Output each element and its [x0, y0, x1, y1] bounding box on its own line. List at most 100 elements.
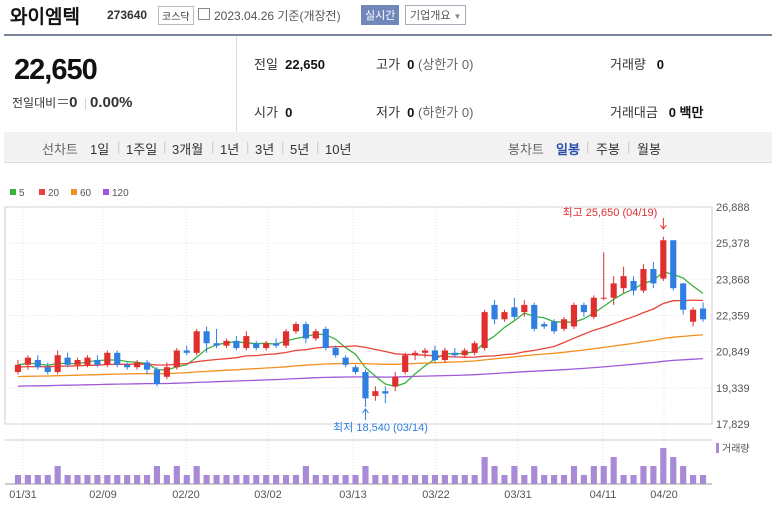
candle-body — [412, 352, 419, 356]
stat-amount: 거래대금 0 백만 — [610, 102, 703, 121]
stat-label: 거래대금 — [610, 105, 658, 120]
price-change: 전일대비 0 | 0.00% — [12, 94, 133, 111]
y-tick-label: 19,339 — [716, 383, 750, 395]
flat-icon — [58, 99, 69, 104]
candle-body — [570, 304, 578, 327]
volume-bar — [451, 475, 458, 484]
volume-bar — [620, 475, 627, 484]
candle-body — [650, 268, 657, 284]
volume-bar — [114, 475, 121, 484]
y-tick-label: 17,829 — [716, 419, 750, 431]
candle-body — [94, 360, 101, 365]
candle-body — [402, 355, 409, 372]
legend-label: 5 — [19, 188, 25, 199]
volume-bar — [312, 475, 319, 484]
candle-body — [372, 391, 379, 396]
tab-3y[interactable]: 3년 — [255, 142, 275, 157]
tab-weekly[interactable]: 주봉 — [596, 142, 620, 157]
volume-bar — [302, 466, 309, 484]
candle-body — [153, 369, 161, 384]
divider: | — [211, 139, 215, 154]
stat-value: 0 — [407, 57, 415, 72]
stat-label: 거래량 — [610, 57, 646, 72]
volume-bar — [243, 475, 250, 484]
chart-period-tabs: 선차트 1일 | 1주일 | 3개월 | 1년 | 3년 | 5년 | 10년 … — [4, 132, 772, 163]
volume-bar — [292, 475, 300, 484]
current-price: 22,650 — [14, 54, 98, 86]
volume-bar — [104, 475, 111, 484]
tab-1w[interactable]: 1주일 — [126, 142, 158, 157]
volume-bar — [551, 475, 558, 484]
candle-body — [173, 350, 180, 368]
candle-body — [54, 355, 61, 372]
volume-bar — [54, 466, 61, 484]
min-arrow-icon — [362, 408, 369, 420]
tab-10y[interactable]: 10년 — [325, 142, 352, 157]
candle-body — [481, 312, 488, 349]
candle-body — [491, 304, 498, 320]
candle-body — [392, 376, 399, 387]
volume-bar — [84, 475, 91, 484]
calendar-icon — [198, 8, 210, 20]
candle-body — [213, 343, 220, 346]
tab-3m[interactable]: 3개월 — [172, 142, 204, 157]
tab-1y[interactable]: 1년 — [220, 142, 240, 157]
candle-body — [342, 357, 349, 365]
volume-bar — [342, 475, 349, 484]
tab-1d[interactable]: 1일 — [90, 142, 110, 157]
min-price-label: 최저 18,540 (03/14) — [333, 421, 428, 434]
candle-body — [233, 340, 240, 349]
volume-bar — [372, 475, 379, 484]
stock-name: 와이엠텍 — [10, 7, 80, 28]
volume-bar — [332, 475, 339, 484]
stat-label: 전일 — [254, 57, 278, 72]
legend-swatch — [10, 189, 16, 195]
volume-bar — [670, 457, 677, 484]
stat-value: 0 — [285, 105, 293, 120]
ma-line-20 — [17, 299, 704, 368]
volume-bar — [501, 475, 508, 484]
volume-bar — [402, 475, 409, 484]
volume-bar — [74, 475, 81, 484]
volume-bar — [570, 466, 578, 484]
candle-body — [690, 309, 697, 322]
candle-body — [44, 367, 51, 372]
candle-body — [84, 357, 91, 365]
candle-body — [74, 360, 81, 365]
legend-label: 120 — [112, 188, 129, 199]
volume-bar — [24, 475, 31, 484]
volume-bar — [263, 475, 270, 484]
candle-body — [203, 331, 210, 344]
volume-bar — [163, 475, 170, 484]
max-arrow-icon — [659, 218, 667, 230]
candle-chart-label: 봉차트 — [508, 142, 544, 157]
tab-monthly[interactable]: 월봉 — [637, 142, 661, 157]
stat-value: 0 백만 — [668, 105, 704, 120]
volume-bar — [471, 475, 478, 484]
realtime-button[interactable]: 실시간 — [361, 5, 400, 25]
volume-bar — [282, 475, 290, 484]
candle-body — [282, 331, 290, 346]
candle-body — [580, 304, 587, 313]
market-badge: 코스닥 — [158, 6, 194, 25]
candle-body — [183, 350, 190, 353]
legend-swatch — [39, 189, 45, 195]
stat-label: 저가 — [376, 105, 400, 120]
candle-body — [451, 352, 458, 356]
volume-bar — [134, 475, 141, 484]
company-info-dropdown[interactable]: 기업개요 ▼ — [405, 5, 467, 25]
x-tick-label: 03/22 — [422, 489, 450, 501]
volume-bar — [352, 475, 359, 484]
candle-body — [14, 364, 22, 372]
tab-5y[interactable]: 5년 — [290, 142, 310, 157]
volume-bar — [213, 475, 220, 484]
candle-body — [590, 297, 597, 317]
ma-line-60 — [17, 334, 704, 378]
volume-bar — [223, 475, 230, 484]
volume-bar — [541, 475, 548, 484]
candle-body — [253, 343, 260, 349]
tab-daily[interactable]: 일봉 — [556, 142, 580, 157]
volume-bar — [590, 466, 597, 484]
divider: | — [83, 96, 87, 110]
candle-body — [560, 319, 568, 329]
